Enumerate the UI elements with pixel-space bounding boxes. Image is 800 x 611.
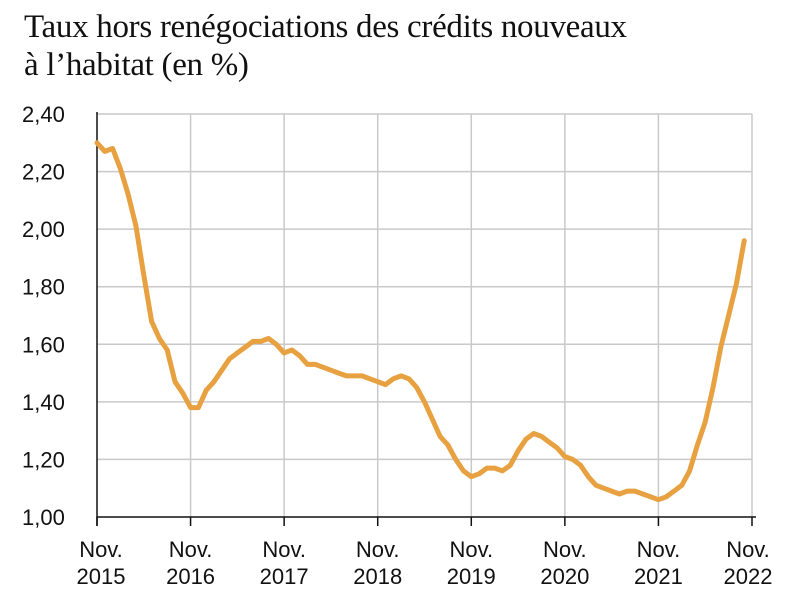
x-tick-label: Nov. 2019 (447, 537, 496, 589)
y-tick-label: 2,00 (22, 217, 65, 242)
y-tick-label: 2,20 (22, 160, 65, 185)
y-tick-label: 1,40 (22, 390, 65, 415)
axes (96, 112, 756, 526)
y-tick-label: 1,60 (22, 332, 65, 357)
x-tick-label: Nov. 2015 (77, 537, 126, 589)
y-tick-label: 1,20 (22, 447, 65, 472)
chart-title: Taux hors renégociations des crédits nou… (24, 8, 784, 84)
x-tick-label: Nov. 2021 (634, 537, 683, 589)
x-tick-label: Nov. 2016 (166, 537, 215, 589)
chart-title-line-1: Taux hors renégociations des crédits nou… (24, 9, 627, 45)
x-axis-tick-labels: Nov. 2015 Nov. 2016 Nov. 2017 Nov. 2018 Nov. 2019… (77, 537, 773, 589)
y-tick-label: 2,40 (22, 102, 65, 127)
x-tick-label: Nov. 2018 (353, 537, 402, 589)
x-tick-label: Nov. 2020 (540, 537, 589, 589)
y-tick-label: 1,00 (22, 505, 65, 530)
series-layer (94, 140, 747, 503)
y-axis-tick-labels: 1,00 1,20 1,40 1,60 1,80 2,00 2,20 2,40 (22, 102, 65, 530)
gridlines (97, 113, 753, 517)
x-tick-label: Nov. 2022 (724, 537, 773, 589)
y-tick-label: 1,80 (22, 275, 65, 300)
series-line (94, 140, 747, 503)
x-tick-label: Nov. 2017 (260, 537, 309, 589)
chart-title-line-2: à l’habitat (en %) (24, 47, 249, 83)
